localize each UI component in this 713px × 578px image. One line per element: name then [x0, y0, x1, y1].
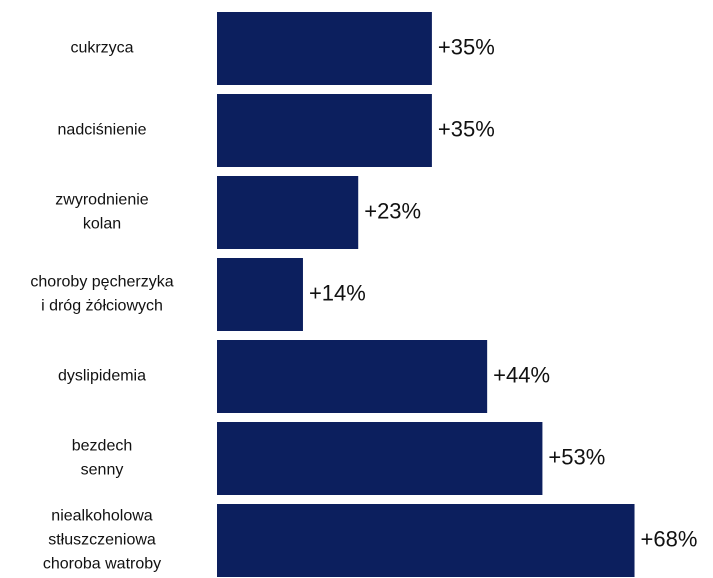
category-label-line: stłuszczeniowa: [48, 532, 156, 549]
bar: [217, 340, 488, 413]
bar: [217, 12, 432, 85]
category-label: nadciśnienie: [58, 122, 147, 139]
value-label: +44%: [493, 362, 550, 387]
bar: [217, 422, 543, 495]
category-label: niealkoholowa stłuszczeniowa choroba watro…: [43, 508, 161, 573]
bar: [217, 504, 635, 577]
category-label-line: niealkoholowa: [51, 508, 153, 525]
category-label-line: senny: [81, 462, 124, 479]
category-label-line: i dróg żółciowych: [41, 298, 163, 315]
value-label: +68%: [641, 526, 698, 551]
value-label: +14%: [309, 280, 366, 305]
category-label-line: cukrzyca: [70, 40, 133, 57]
category-label-line: bezdech: [72, 438, 133, 455]
category-label-line: choroba watroby: [43, 556, 161, 573]
category-label: choroby pęcherzyka i dróg żółciowych: [30, 274, 173, 315]
category-label-line: dyslipidemia: [58, 368, 146, 385]
category-label: zwyrodnienie kolan: [55, 192, 148, 233]
category-label-line: zwyrodnienie: [55, 192, 148, 209]
category-label-line: choroby pęcherzyka: [30, 274, 173, 291]
category-label: cukrzyca: [70, 40, 133, 57]
category-label-line: kolan: [83, 216, 121, 233]
bar: [217, 94, 432, 167]
value-label: +35%: [438, 34, 495, 59]
category-label-line: nadciśnienie: [58, 122, 147, 139]
value-label: +53%: [548, 444, 605, 469]
category-label: bezdech senny: [72, 438, 133, 479]
category-label: dyslipidemia: [58, 368, 146, 385]
value-label: +35%: [438, 116, 495, 141]
bar: [217, 258, 303, 331]
bar: [217, 176, 359, 249]
value-label: +23%: [364, 198, 421, 223]
